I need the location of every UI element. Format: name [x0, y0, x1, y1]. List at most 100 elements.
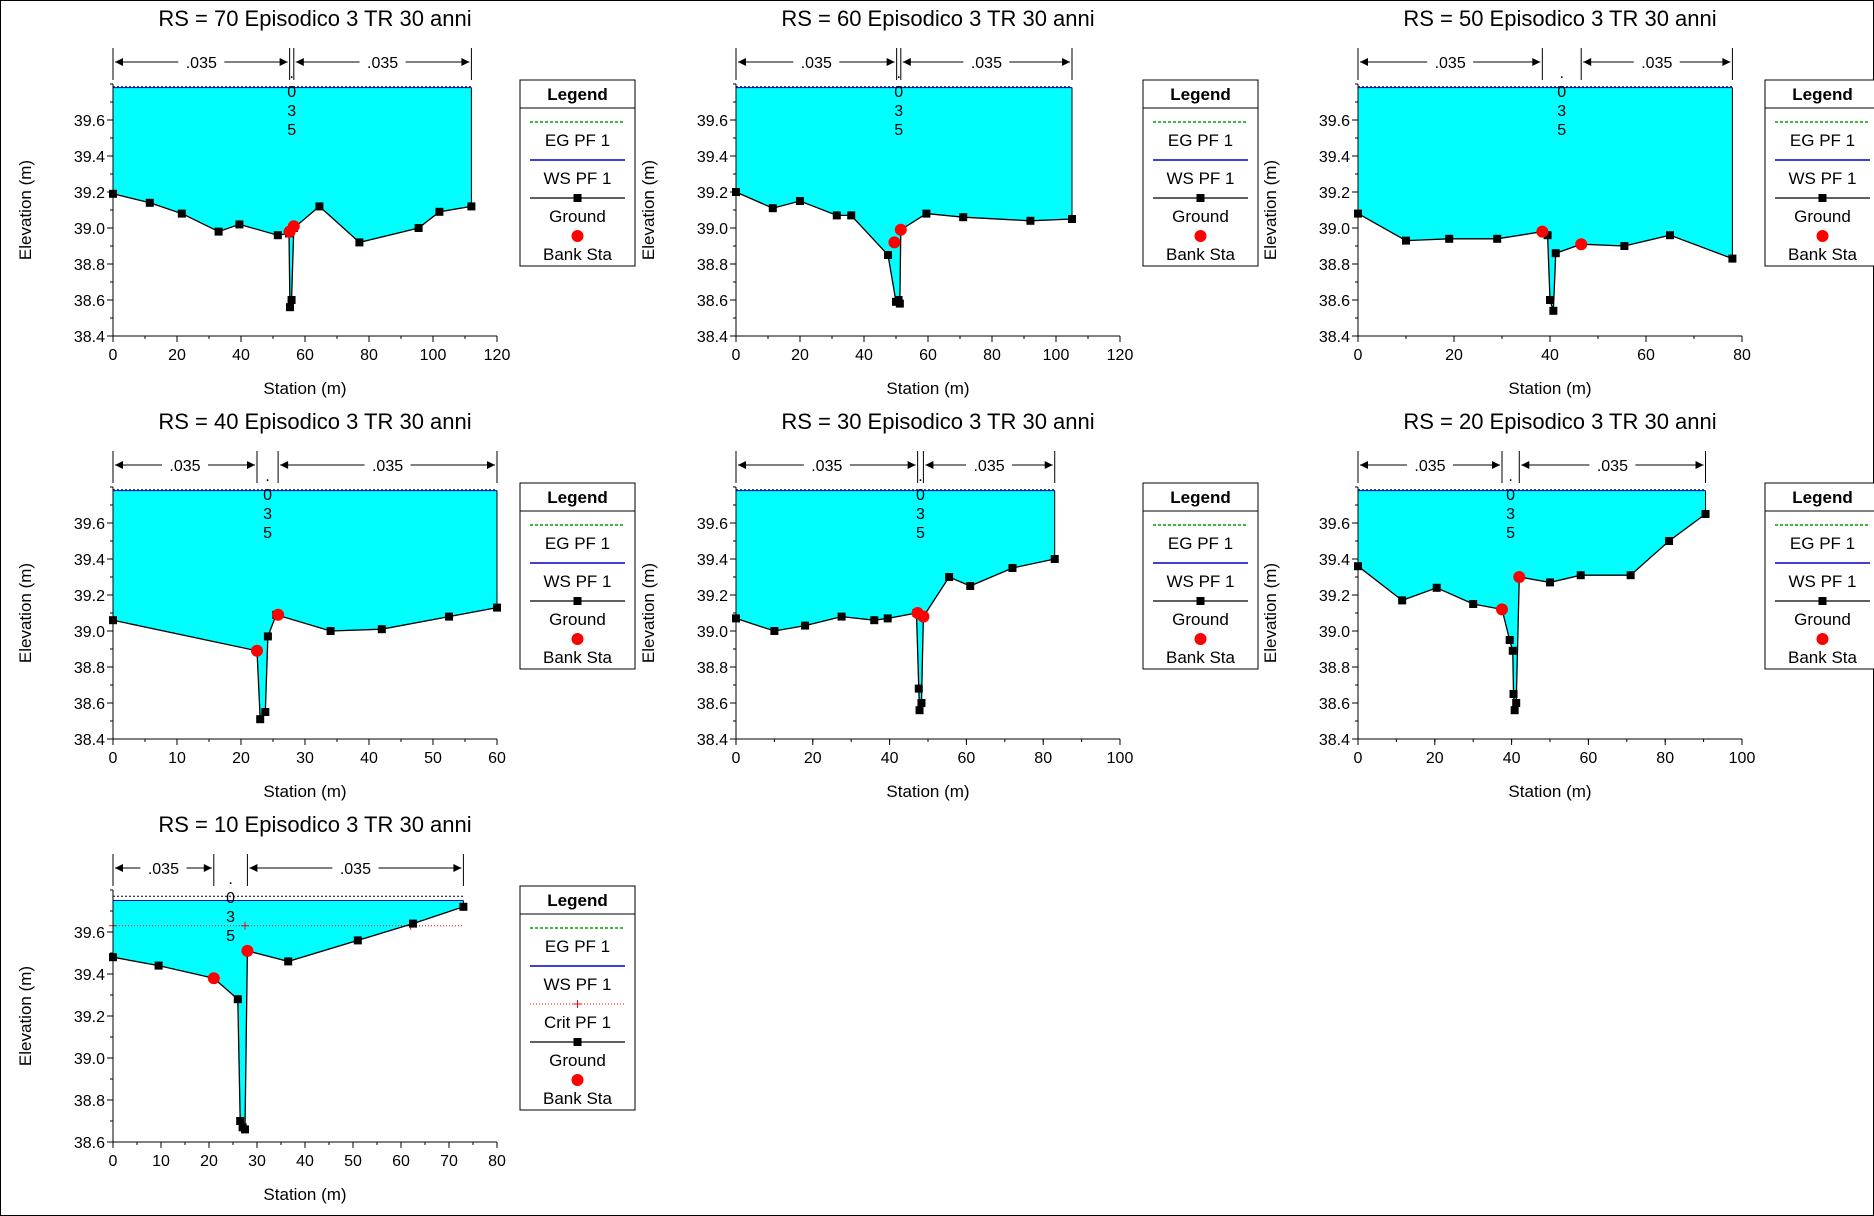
legend-ground-marker	[573, 1038, 582, 1046]
x-tick-label: 20	[1445, 347, 1463, 364]
ground-point	[235, 220, 244, 229]
ground-point	[236, 1117, 245, 1125]
n-arrowhead	[115, 461, 123, 469]
y-tick-label: 39.6	[1319, 113, 1350, 130]
legend: Legend EG PF 1 WS PF 1 Ground Bank Sta	[1764, 79, 1874, 267]
x-tick-label: 60	[488, 750, 506, 767]
x-tick-label: 80	[1733, 347, 1751, 364]
chart-panel-4: RS = 30 Episodico 3 TR 30 anni.035.035.0…	[639, 409, 1259, 801]
water-area	[736, 87, 1072, 304]
n-arrowhead	[1583, 58, 1592, 66]
y-tick-label: 38.4	[697, 329, 728, 346]
x-tick-label: 100	[420, 347, 447, 364]
legend-label-ws: WS PF 1	[1788, 169, 1856, 188]
y-tick-label: 38.4	[74, 732, 105, 749]
bank-station-point	[272, 608, 285, 621]
x-tick-label: 40	[881, 750, 899, 767]
y-tick-label: 39.2	[74, 1009, 105, 1026]
n-label-vertical: .	[265, 468, 269, 485]
n-arrowhead	[902, 58, 911, 66]
n-label-bg	[1589, 455, 1636, 475]
legend-ground-marker	[1196, 194, 1205, 202]
y-tick-label: 38.4	[1319, 732, 1350, 749]
water-area	[1358, 87, 1733, 311]
y-tick-label: 38.8	[697, 660, 728, 677]
n-label: .035	[372, 458, 403, 475]
x-tick-label: 40	[1541, 347, 1559, 364]
ground-point	[945, 573, 954, 581]
n-label: .035	[340, 861, 371, 878]
y-tick-label: 39.2	[1319, 588, 1350, 605]
legend-label-bank: Bank Sta	[543, 648, 613, 667]
ground-point	[1445, 234, 1454, 243]
ground-point	[796, 197, 804, 205]
ground-point	[770, 627, 779, 635]
x-tick-label: 0	[1354, 347, 1363, 364]
legend-label-crit: Crit PF 1	[544, 1013, 611, 1032]
chart-panel-2: RS = 50 Episodico 3 TR 30 anni.035.035.0…	[1261, 6, 1874, 398]
n-label-vertical: 0	[894, 84, 903, 101]
x-tick-label: 0	[1354, 750, 1363, 767]
ground-point	[1432, 583, 1441, 592]
ground-point	[895, 299, 904, 308]
n-arrowhead	[1722, 58, 1731, 66]
ground-point	[1546, 578, 1554, 587]
legend-ground-marker	[1818, 597, 1827, 605]
x-tick-label: 60	[958, 750, 976, 767]
ground-point	[177, 209, 186, 218]
n-label-vertical: 0	[916, 487, 925, 504]
ground-point	[1068, 215, 1076, 223]
n-label-vertical: 5	[1557, 122, 1566, 139]
y-tick-label: 39.6	[74, 113, 105, 130]
x-axis-label: Station (m)	[263, 1185, 346, 1204]
legend: Legend EG PF 1 WS PF 1 Ground Bank Sta	[1764, 482, 1874, 670]
n-label-vertical: .	[896, 65, 900, 82]
n-label-bg	[793, 52, 840, 72]
n-label-vertical: 0	[226, 890, 235, 907]
x-tick-label: 0	[732, 750, 741, 767]
ground-point	[914, 684, 923, 693]
legend-bank-marker	[1816, 633, 1829, 645]
n-label: .035	[811, 458, 842, 475]
n-arrowhead	[487, 461, 495, 469]
x-tick-label: 30	[296, 750, 314, 767]
legend-label-eg: EG PF 1	[545, 937, 610, 956]
legend-label-ws: WS PF 1	[543, 169, 611, 188]
y-tick-label: 39.2	[697, 185, 728, 202]
y-axis-label: Elevation (m)	[1261, 563, 1280, 663]
x-axis-label: Station (m)	[886, 782, 969, 801]
legend-label-ground: Ground	[1172, 610, 1229, 629]
n-label-bg	[332, 858, 379, 878]
x-axis-label: Station (m)	[263, 379, 346, 398]
n-arrowhead	[907, 461, 916, 469]
x-tick-label: 20	[168, 347, 186, 364]
n-label: .035	[169, 458, 200, 475]
y-tick-label: 39.0	[1319, 221, 1350, 238]
ground-point	[377, 625, 386, 634]
ground-point	[768, 204, 777, 213]
y-tick-label: 39.2	[74, 185, 105, 202]
y-tick-label: 38.6	[74, 696, 105, 713]
ground-point	[1493, 234, 1502, 243]
water-area	[1358, 490, 1706, 711]
chart-panel-6: RS = 10 Episodico 3 TR 30 anni.035.035.0…	[16, 812, 636, 1204]
legend-title: Legend	[547, 891, 607, 910]
n-label-bg	[963, 52, 1010, 72]
x-axis-label: Station (m)	[1508, 782, 1591, 801]
n-label-vertical: 3	[226, 909, 235, 926]
ground-point	[1576, 571, 1585, 580]
bank-station-point	[917, 610, 930, 623]
n-label-bg	[966, 455, 1013, 475]
legend: Legend EG PF 1 WS PF 1 Ground Bank Sta	[1142, 79, 1259, 267]
y-tick-label: 39.6	[74, 516, 105, 533]
ground-point	[445, 612, 453, 621]
ground-point	[1551, 249, 1560, 258]
n-arrowhead	[280, 461, 289, 469]
n-label-vertical: 0	[263, 487, 272, 504]
ground-point	[959, 213, 968, 222]
y-tick-label: 39.4	[74, 552, 105, 569]
ground-point	[493, 603, 501, 612]
y-tick-label: 39.0	[697, 624, 728, 641]
n-label-vertical: 5	[226, 928, 235, 945]
